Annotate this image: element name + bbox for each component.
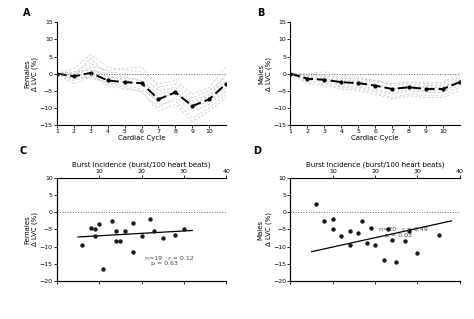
Point [112,239,120,244]
Point [312,201,319,206]
Point [95,222,103,227]
Point [329,217,337,222]
Point [117,239,124,244]
Text: C: C [19,146,27,156]
Point [367,225,374,230]
Text: D: D [253,146,261,156]
Point [121,229,128,234]
Point [91,234,99,239]
X-axis label: Cardiac Cycle: Cardiac Cycle [351,136,399,141]
Point [87,225,94,230]
Point [380,258,387,263]
Point [359,219,366,224]
Y-axis label: Females
Δ LVC (%): Females Δ LVC (%) [24,212,38,247]
Text: B: B [256,8,264,18]
Point [129,220,137,225]
Point [172,232,179,237]
Point [129,249,137,254]
Y-axis label: Males
Δ LVC (%): Males Δ LVC (%) [258,212,272,247]
Point [320,219,328,224]
Point [150,229,158,234]
Point [384,227,392,232]
Point [329,227,337,232]
Point [435,232,442,237]
Point [401,239,409,244]
Point [79,242,86,248]
Point [112,229,120,234]
Point [392,259,400,264]
Point [346,242,354,248]
Point [146,217,154,222]
Point [180,227,188,232]
Text: A: A [23,8,30,18]
Point [108,219,116,224]
Point [138,234,146,239]
Point [100,266,107,271]
Text: n=20   r = 0.49
   p = 0.03: n=20 r = 0.49 p = 0.03 [379,227,428,238]
Point [414,251,421,256]
X-axis label: Burst Incidence (burst/100 heart beats): Burst Incidence (burst/100 heart beats) [306,161,445,168]
Point [355,230,362,235]
Point [337,234,345,239]
Point [371,242,379,248]
X-axis label: Burst Incidence (burst/100 heart beats): Burst Incidence (burst/100 heart beats) [72,161,211,168]
Point [346,229,354,234]
Text: n=19   r = 0.12
   p = 0.63: n=19 r = 0.12 p = 0.63 [145,256,194,266]
Y-axis label: Females
Δ LVC (%): Females Δ LVC (%) [24,56,38,91]
Point [405,229,413,234]
Point [159,235,166,241]
Point [91,227,99,232]
Y-axis label: Males
Δ LVC (%): Males Δ LVC (%) [258,56,272,91]
X-axis label: Cardiac Cycle: Cardiac Cycle [118,136,165,141]
Point [363,241,371,246]
Point [388,237,396,242]
